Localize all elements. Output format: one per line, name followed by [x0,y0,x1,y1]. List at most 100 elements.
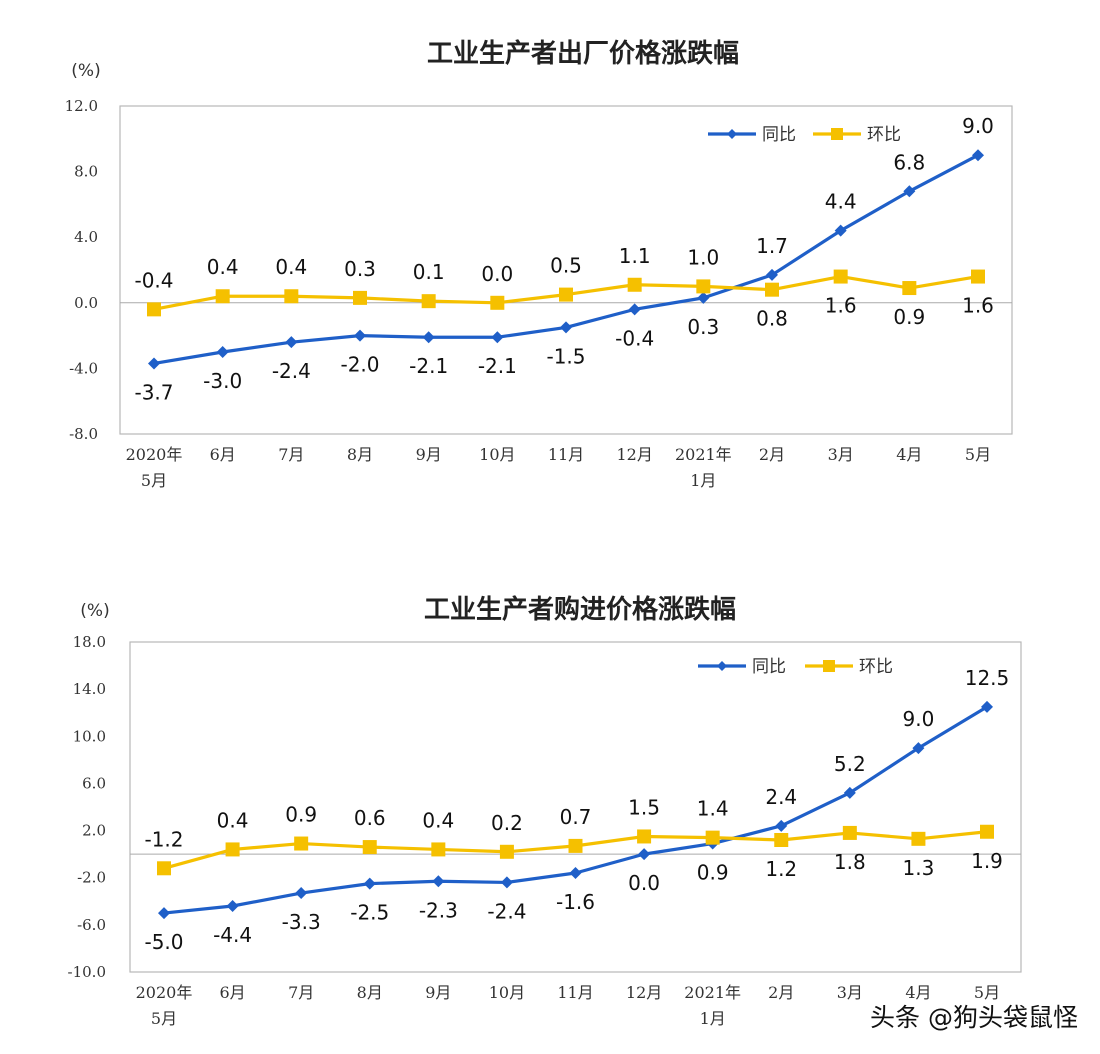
data-point-mom [157,861,171,876]
data-point-yoy [903,185,916,198]
data-label-yoy: 0.9 [697,861,729,885]
y-tick-label: -2.0 [77,869,106,887]
data-point-yoy [295,887,308,900]
x-tick-label: 5月 [965,445,991,464]
data-label-yoy: 6.8 [893,150,925,174]
data-label-yoy: -1.5 [546,344,585,368]
data-label-mom: 1.0 [687,245,719,269]
data-point-mom [215,289,230,304]
data-label-mom: 0.7 [560,805,592,829]
chart-title: 工业生产者购进价格涨跌幅 [424,594,736,625]
legend-marker [717,661,727,671]
x-tick-label: 9月 [416,445,442,464]
data-point-yoy [363,877,376,890]
x-tick-label: 8月 [357,983,383,1002]
data-point-mom [637,829,652,844]
data-label-mom: 1.4 [697,797,729,821]
data-label-mom: 0.4 [275,255,307,279]
plot-frame [119,105,1013,435]
legend-marker [823,660,835,672]
data-point-mom [225,842,240,857]
data-point-yoy [354,329,366,342]
data-point-yoy [432,875,445,888]
data-label-yoy: 12.5 [965,666,1010,690]
data-label-yoy: 1.7 [756,234,788,258]
x-tick-label: 2021年 [675,445,732,464]
data-point-mom [627,277,642,292]
data-point-mom [559,287,573,302]
data-point-yoy [216,346,229,358]
data-label-mom: 1.5 [628,795,660,819]
data-label-mom: 1.8 [834,850,866,874]
data-label-yoy: -3.0 [203,369,242,393]
data-label-mom: 0.8 [756,307,788,331]
y-tick-label: -8.0 [69,425,98,443]
y-tick-label: 18.0 [73,633,106,651]
data-label-mom: 0.6 [354,806,386,830]
data-point-mom [490,295,505,310]
x-tick-label: 2020年 [126,445,183,464]
data-point-yoy [500,876,513,889]
x-tick-label: 2020年 [136,983,193,1002]
data-point-yoy [912,742,925,755]
x-tick-label: 8月 [347,445,373,464]
y-tick-label: -10.0 [68,963,106,981]
data-point-yoy [628,303,641,316]
data-point-yoy [697,291,710,304]
y-tick-label: 12.0 [65,97,98,115]
data-point-mom [902,281,917,296]
x-tick-label: 10月 [479,445,515,464]
x-tick-label: 10月 [489,983,525,1002]
data-label-mom: 1.2 [765,857,797,881]
data-point-mom [705,830,720,845]
data-point-mom [971,269,985,284]
data-point-yoy [834,224,847,237]
y-unit-label: (%) [71,61,100,81]
data-point-mom [294,836,309,851]
data-point-mom [833,269,848,284]
data-point-mom [980,824,994,839]
y-tick-label: -6.0 [77,916,106,934]
data-label-mom: 0.3 [344,257,376,281]
data-label-yoy: 0.0 [628,871,660,895]
data-point-mom [147,302,161,317]
x-tick-label: 4月 [896,445,922,464]
data-label-mom: 0.1 [413,260,445,284]
y-tick-label: -4.0 [69,359,98,377]
data-label-yoy: -3.7 [134,380,173,404]
legend-marker [727,129,737,139]
x-tick-label: 12月 [626,983,662,1002]
data-point-mom [568,838,583,853]
legend-marker [831,128,843,140]
y-tick-label: 4.0 [74,228,98,246]
data-label-mom: -0.4 [134,268,173,292]
x-tick-label: 7月 [278,445,304,464]
data-label-yoy: -4.4 [213,923,252,947]
data-point-mom [499,844,514,859]
data-point-mom [842,825,857,840]
data-point-mom [421,294,436,309]
x-tick-label: 5月 [974,983,1000,1002]
data-label-yoy: -0.4 [615,326,654,350]
data-point-yoy [843,786,856,799]
y-tick-label: 10.0 [73,727,106,745]
watermark: 头条 @狗头袋鼠怪 [870,1003,1078,1032]
data-point-yoy [491,331,504,344]
data-label-yoy: -2.1 [478,354,517,378]
x-tick-label: 6月 [219,983,245,1002]
x-tick-label: 5月 [141,471,167,490]
data-label-mom: 0.5 [550,254,582,278]
ppi-output-chart: 工业生产者出厂价格涨跌幅 (%) 12.0 8.0 4.0 0.0 -4.0 -8.0 2020… [65,38,1013,490]
data-label-mom: 1.3 [903,856,935,880]
data-point-yoy [226,900,239,912]
data-label-yoy: 9.0 [962,114,994,138]
y-unit-label: (%) [80,601,109,621]
data-label-yoy: -2.1 [409,354,448,378]
data-label-yoy: -2.4 [272,359,311,383]
x-tick-label: 1月 [690,471,716,490]
data-label-yoy: -2.3 [419,898,458,922]
data-label-yoy: -5.0 [144,930,183,954]
data-point-yoy [638,848,651,861]
data-point-yoy [766,268,778,281]
x-tick-label: 11月 [557,983,593,1002]
